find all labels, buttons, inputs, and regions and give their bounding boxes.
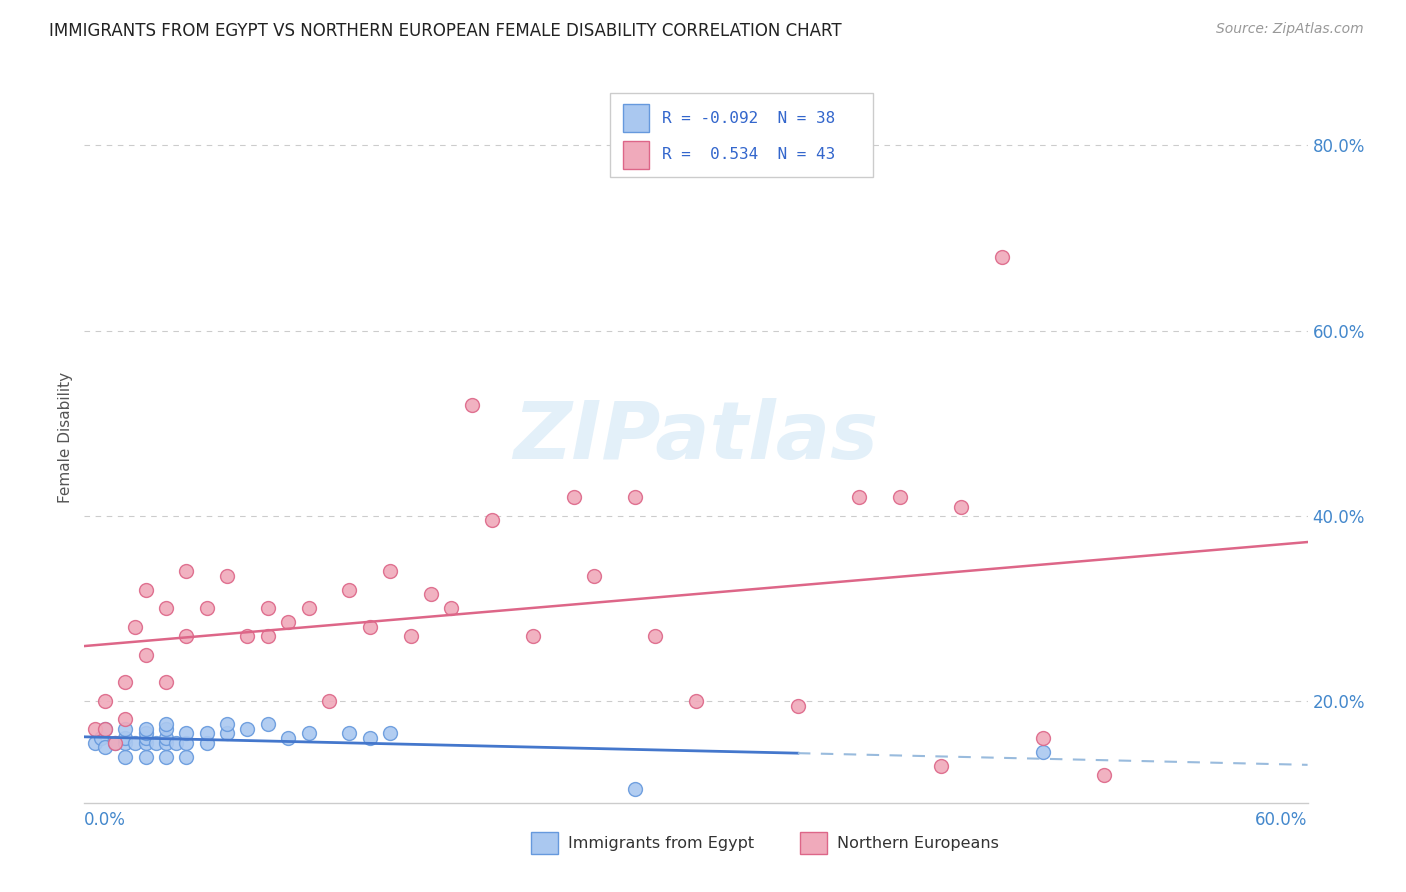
Text: R = -0.092  N = 38: R = -0.092 N = 38 <box>662 111 835 126</box>
Point <box>135 582 157 597</box>
Point <box>90 731 112 745</box>
Point <box>174 749 197 764</box>
Point <box>848 490 870 504</box>
Point <box>104 736 127 750</box>
Bar <box>623 141 650 169</box>
Point <box>217 569 239 583</box>
Point <box>124 736 146 750</box>
Point <box>277 615 299 630</box>
Point <box>339 582 361 597</box>
Point <box>522 629 544 643</box>
Text: 0.0%: 0.0% <box>84 811 127 829</box>
Bar <box>800 832 827 854</box>
Point <box>889 490 911 504</box>
Point <box>114 749 136 764</box>
Point <box>114 736 136 750</box>
Point <box>318 694 340 708</box>
Point <box>124 620 146 634</box>
Point <box>359 620 381 634</box>
Point <box>174 629 197 643</box>
Point <box>461 398 484 412</box>
Point <box>277 731 299 745</box>
Point <box>155 749 177 764</box>
Point <box>145 736 167 750</box>
Bar <box>531 832 558 854</box>
Point <box>624 781 647 796</box>
Point <box>339 726 361 740</box>
Point <box>1032 731 1054 745</box>
Point <box>83 736 105 750</box>
Point <box>298 601 321 615</box>
Point <box>135 736 157 750</box>
Point <box>195 726 218 740</box>
Text: IMMIGRANTS FROM EGYPT VS NORTHERN EUROPEAN FEMALE DISABILITY CORRELATION CHART: IMMIGRANTS FROM EGYPT VS NORTHERN EUROPE… <box>49 22 842 40</box>
Point <box>155 717 177 731</box>
Point <box>195 601 218 615</box>
Point <box>481 513 503 527</box>
Point <box>787 698 810 713</box>
Point <box>93 740 115 755</box>
Point <box>624 490 647 504</box>
Point <box>217 717 239 731</box>
Point <box>165 736 187 750</box>
Point <box>1032 745 1054 759</box>
Point <box>135 726 157 740</box>
Point <box>257 629 280 643</box>
Text: ZIPatlas: ZIPatlas <box>513 398 879 476</box>
Point <box>93 722 115 736</box>
Point <box>1092 768 1115 782</box>
Point <box>929 758 952 772</box>
Point <box>195 736 218 750</box>
Point <box>236 722 259 736</box>
Text: Northern Europeans: Northern Europeans <box>837 836 998 851</box>
Point <box>359 731 381 745</box>
Point <box>155 736 177 750</box>
Point <box>583 569 606 583</box>
Point <box>174 726 197 740</box>
Point <box>114 722 136 736</box>
Point <box>399 629 422 643</box>
Point <box>135 648 157 662</box>
Point <box>135 749 157 764</box>
Point <box>685 694 707 708</box>
Text: Source: ZipAtlas.com: Source: ZipAtlas.com <box>1216 22 1364 37</box>
Point <box>644 629 666 643</box>
Point <box>83 722 105 736</box>
Point <box>257 601 280 615</box>
Point <box>155 731 177 745</box>
Point <box>155 675 177 690</box>
Point <box>217 726 239 740</box>
Text: Immigrants from Egypt: Immigrants from Egypt <box>568 836 754 851</box>
Point <box>236 629 259 643</box>
Point <box>93 694 115 708</box>
Point <box>114 713 136 727</box>
Point <box>298 726 321 740</box>
Point <box>420 587 443 601</box>
Point <box>174 736 197 750</box>
Point <box>991 250 1014 264</box>
Text: 60.0%: 60.0% <box>1256 811 1308 829</box>
Point <box>135 731 157 745</box>
Point <box>562 490 585 504</box>
Point <box>257 717 280 731</box>
Point <box>114 731 136 745</box>
Point <box>174 565 197 579</box>
Point <box>155 722 177 736</box>
Point <box>93 722 115 736</box>
Bar <box>623 104 650 132</box>
Y-axis label: Female Disability: Female Disability <box>58 371 73 503</box>
Point <box>104 736 127 750</box>
Point <box>380 565 402 579</box>
Point <box>155 601 177 615</box>
Point <box>135 722 157 736</box>
Point <box>440 601 463 615</box>
FancyBboxPatch shape <box>610 94 873 178</box>
Text: R =  0.534  N = 43: R = 0.534 N = 43 <box>662 147 835 162</box>
Point <box>380 726 402 740</box>
Point <box>950 500 973 514</box>
Point <box>114 675 136 690</box>
